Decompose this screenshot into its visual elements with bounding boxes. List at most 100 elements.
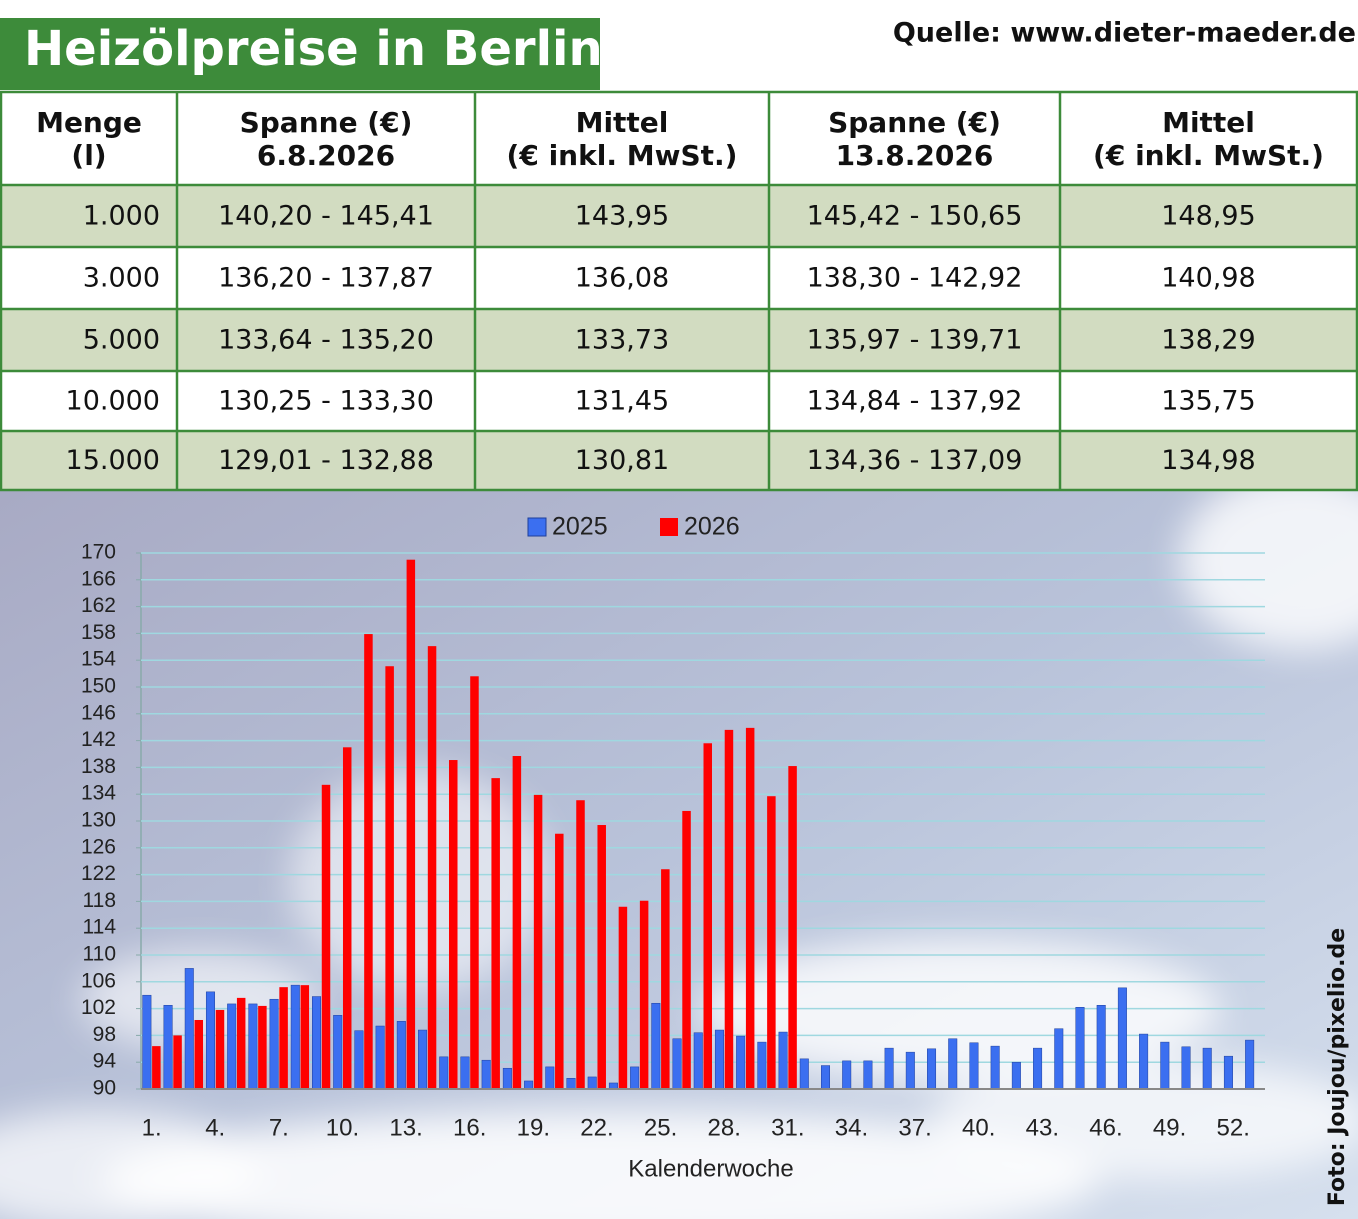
bar: [194, 1019, 204, 1089]
y-tick-label: 134: [81, 782, 116, 805]
bar: [512, 756, 522, 1089]
table-cell: 134,98: [1161, 445, 1255, 476]
y-tick-label: 102: [81, 996, 116, 1019]
table-cell: 131,45: [575, 386, 669, 417]
bar: [491, 778, 500, 1089]
bar: [375, 1025, 385, 1090]
x-axis-label: Kalenderwoche: [628, 1155, 793, 1182]
table-cell: 140,20 - 145,41: [218, 201, 434, 232]
bar: [597, 825, 606, 1089]
bar: [1202, 1047, 1212, 1090]
table-cell: 130,81: [575, 445, 669, 476]
table-row: [0, 247, 1358, 309]
bar: [736, 1035, 746, 1090]
bar: [778, 1031, 788, 1090]
table-cell: 135,75: [1161, 386, 1255, 417]
bar: [1139, 1033, 1149, 1090]
bar: [481, 1059, 491, 1090]
bar: [163, 1005, 173, 1090]
legend-label: 2025: [552, 513, 608, 541]
table-header: (€ inkl. MwSt.): [507, 139, 738, 172]
bar: [460, 1056, 470, 1090]
y-tick-label: 146: [81, 701, 116, 724]
title-box: [0, 18, 600, 90]
table-cell: 1.000: [83, 201, 160, 232]
legend-label: 2026: [684, 513, 740, 541]
table-cell: 3.000: [83, 263, 160, 294]
legend-swatch: [660, 518, 678, 536]
bar: [703, 743, 712, 1089]
x-tick-label: 4.: [205, 1114, 225, 1141]
bar: [333, 1015, 343, 1090]
bar: [1011, 1061, 1021, 1090]
x-tick-label: 37.: [898, 1114, 931, 1141]
y-tick-label: 162: [81, 594, 116, 617]
y-tick-label: 94: [93, 1050, 117, 1073]
y-tick-label: 142: [81, 728, 116, 751]
x-tick-label: 22.: [580, 1114, 613, 1141]
x-tick-label: 1.: [142, 1114, 162, 1141]
bar: [969, 1042, 979, 1090]
table-cell: 145,42 - 150,65: [807, 201, 1023, 232]
y-tick-label: 170: [81, 541, 116, 564]
y-tick-label: 166: [81, 567, 116, 590]
table-row: [0, 185, 1358, 247]
x-tick-label: 49.: [1153, 1114, 1186, 1141]
bar: [470, 676, 479, 1089]
bar: [385, 666, 394, 1089]
bar: [927, 1048, 937, 1090]
x-tick-label: 19.: [517, 1114, 550, 1141]
bar: [863, 1060, 873, 1090]
bar: [714, 1029, 724, 1090]
x-tick-label: 10.: [326, 1114, 359, 1141]
table-header: Spanne (€): [828, 106, 1001, 139]
bar: [545, 1066, 555, 1090]
bar: [1223, 1055, 1233, 1090]
bar: [1245, 1039, 1255, 1090]
bar: [799, 1058, 809, 1090]
bar: [258, 1005, 267, 1089]
table-cell: 148,95: [1161, 201, 1255, 232]
y-tick-label: 110: [83, 943, 116, 966]
bar: [215, 1009, 225, 1089]
table-header: Mittel: [576, 106, 669, 139]
bar: [1096, 1005, 1106, 1090]
bar: [1117, 987, 1127, 1090]
clouds: [0, 470, 1358, 1219]
x-tick-label: 52.: [1217, 1114, 1250, 1141]
bar: [618, 906, 628, 1089]
bar: [1054, 1028, 1064, 1090]
x-tick-label: 25.: [644, 1114, 677, 1141]
bar: [449, 760, 458, 1089]
bar: [745, 727, 755, 1089]
table-cell: 138,30 - 142,92: [807, 263, 1023, 294]
bar: [312, 996, 322, 1090]
bar: [502, 1067, 512, 1090]
legend-swatch: [527, 517, 547, 537]
table-cell: 136,20 - 137,87: [218, 263, 434, 294]
bar: [587, 1076, 597, 1090]
bar: [152, 1046, 161, 1089]
y-tick-label: 158: [81, 621, 116, 644]
table-row: [0, 309, 1358, 371]
bar: [290, 984, 300, 1090]
x-tick-label: 34.: [835, 1114, 868, 1141]
bar: [842, 1060, 852, 1090]
bar: [406, 559, 416, 1089]
bar: [248, 1003, 258, 1090]
x-tick-label: 7.: [269, 1114, 289, 1141]
table-header: Spanne (€): [240, 106, 413, 139]
table-header: 6.8.2026: [257, 139, 395, 172]
table-cell: 133,73: [575, 325, 669, 356]
bar: [990, 1045, 1000, 1090]
table-row: [0, 431, 1358, 490]
table-cell: 5.000: [83, 325, 160, 356]
table-cell: 15.000: [66, 445, 160, 476]
y-tick-label: 150: [81, 675, 116, 698]
table-cell: 134,84 - 137,92: [807, 386, 1023, 417]
bar: [1075, 1007, 1085, 1090]
x-tick-label: 13.: [389, 1114, 422, 1141]
table-cell: 143,95: [575, 201, 669, 232]
table-cell: 129,01 - 132,88: [218, 445, 434, 476]
bar: [1181, 1046, 1191, 1090]
